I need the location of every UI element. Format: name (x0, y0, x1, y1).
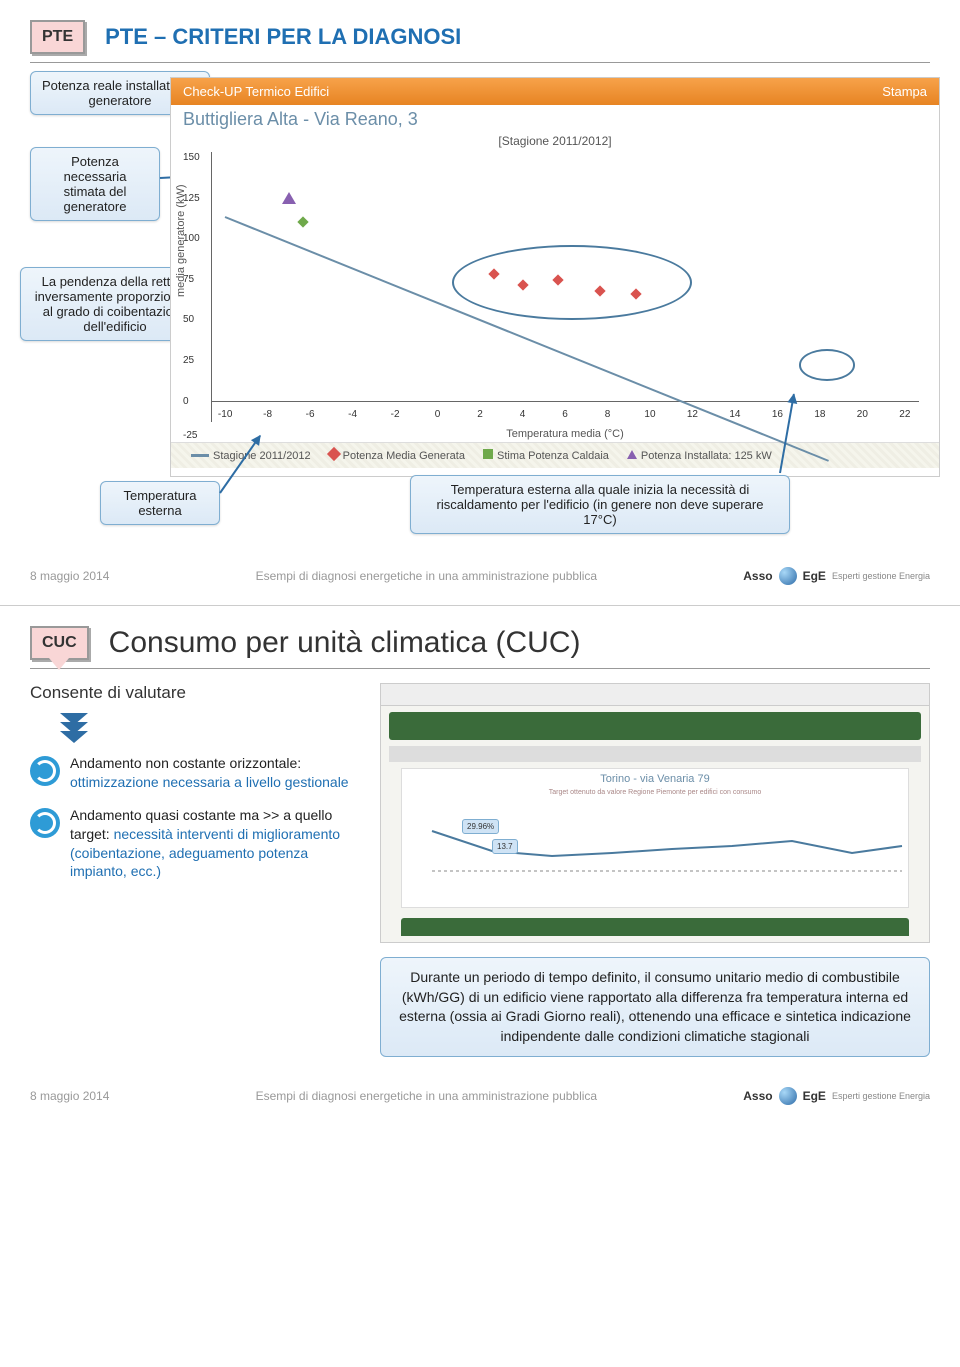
xtick: -8 (263, 409, 272, 420)
footer-logo-sub: Esperti gestione Energia (832, 1091, 930, 1101)
bullet-item: Andamento quasi costante ma >> a quello … (30, 806, 360, 882)
chart-header-bar: Check-UP Termico Edifici Stampa (171, 78, 939, 105)
xtick: 10 (644, 409, 655, 420)
legend-item: Stagione 2011/2012 (213, 450, 311, 462)
title-rule-2 (30, 668, 930, 669)
footer-logo-sub: Esperti gestione Energia (832, 571, 930, 581)
point-estimated (297, 216, 308, 227)
ss-chart-area: Torino - via Venaria 79 Target ottenuto … (401, 768, 909, 908)
footer-date: 8 maggio 2014 (30, 1089, 109, 1103)
chart-header-right: Stampa (882, 84, 927, 99)
legend-item: Stima Potenza Caldaia (497, 450, 609, 462)
oval-highlight (452, 245, 693, 320)
cuc-screenshot: Torino - via Venaria 79 Target ottenuto … (380, 683, 930, 943)
xtick: 6 (562, 409, 568, 420)
chart-frame: Check-UP Termico Edifici Stampa Buttigli… (170, 77, 940, 477)
slide2-header: CUC Consumo per unità climatica (CUC) (30, 626, 930, 660)
bullet-item: Andamento non costante orizzontale: otti… (30, 754, 360, 792)
globe-icon (779, 567, 797, 585)
xtick: -4 (348, 409, 357, 420)
chart-xlabel: Temperatura media (°C) (506, 428, 624, 440)
xtick: 12 (687, 409, 698, 420)
slide1-body: Potenza reale installata del generatore … (30, 77, 930, 537)
chart-legend: Stagione 2011/2012 Potenza Media Generat… (171, 442, 939, 468)
chart-header-title: Check-UP Termico Edifici (183, 84, 329, 99)
ytick: 25 (183, 355, 194, 366)
slide1-header: PTE PTE – CRITERI PER LA DIAGNOSI (30, 20, 930, 54)
globe-icon (779, 1087, 797, 1105)
pte-tag: PTE (30, 20, 85, 54)
ss-balloon: 13.7 (492, 839, 518, 854)
slide2-title: Consumo per unità climatica (CUC) (109, 626, 581, 660)
point-installed (282, 192, 296, 204)
ytick: 125 (183, 193, 200, 204)
ss-chart-title: Torino - via Venaria 79 (402, 769, 908, 789)
ss-balloon: 29.96% (462, 819, 499, 834)
ss-browser-bar (381, 684, 929, 706)
xtick: -2 (391, 409, 400, 420)
xtick: 2 (477, 409, 483, 420)
chart-subhead: Buttigliera Alta - Via Reano, 3 (171, 105, 939, 134)
slide2-right: Torino - via Venaria 79 Target ottenuto … (380, 683, 930, 1057)
footer-2: 8 maggio 2014 Esempi di diagnosi energet… (0, 1077, 960, 1125)
axis-x-mid (211, 401, 919, 402)
footer-center: Esempi di diagnosi energetiche in una am… (109, 1089, 743, 1103)
ytick: -25 (183, 430, 197, 441)
xtick: 8 (605, 409, 611, 420)
cuc-tag: CUC (30, 626, 89, 660)
ytick: 100 (183, 233, 200, 244)
title-rule (30, 62, 930, 63)
bullet-list: Andamento non costante orizzontale: otti… (30, 754, 360, 881)
ytick: 50 (183, 314, 194, 325)
footer-logo: AssoEgE Esperti gestione Energia (743, 567, 930, 585)
slide2-left: Consente di valutare Andamento non costa… (30, 683, 360, 1057)
slide-pte: PTE PTE – CRITERI PER LA DIAGNOSI Potenz… (0, 0, 960, 557)
ss-note-bar (401, 918, 909, 936)
slide2-subhead: Consente di valutare (30, 683, 360, 703)
cuc-description: Durante un periodo di tempo definito, il… (380, 957, 930, 1057)
oval-small (799, 349, 856, 381)
footer-1: 8 maggio 2014 Esempi di diagnosi energet… (0, 557, 960, 605)
chart-location: Buttigliera Alta - Via Reano, 3 (183, 109, 418, 130)
slide1-title: PTE – CRITERI PER LA DIAGNOSI (105, 24, 461, 50)
xtick: 18 (814, 409, 825, 420)
legend-item: Potenza Installata: 125 kW (641, 450, 772, 462)
chart-plot: media generatore (kW) Temperatura media … (211, 152, 919, 442)
ytick: 150 (183, 152, 200, 163)
legend-item: Potenza Media Generata (343, 450, 465, 462)
ss-nav (389, 712, 921, 740)
footer-date: 8 maggio 2014 (30, 569, 109, 583)
footer-logo: AssoEgE Esperti gestione Energia (743, 1087, 930, 1105)
chevrons-icon (60, 713, 360, 743)
xtick: 14 (729, 409, 740, 420)
xtick: 4 (520, 409, 526, 420)
slide-cuc: CUC Consumo per unità climatica (CUC) Co… (0, 606, 960, 1077)
axis-y (211, 152, 212, 422)
callout-potenza-necessaria: Potenza necessaria stimata del generator… (30, 147, 160, 221)
cycle-icon (30, 756, 60, 786)
cycle-icon (30, 808, 60, 838)
xtick: 16 (772, 409, 783, 420)
xtick: -6 (306, 409, 315, 420)
xtick: 0 (435, 409, 441, 420)
xtick: 20 (857, 409, 868, 420)
xtick: -10 (218, 409, 232, 420)
chart-season: [Stagione 2011/2012] (171, 134, 939, 148)
ytick: 0 (183, 396, 189, 407)
slide2-body: Consente di valutare Andamento non costa… (30, 683, 930, 1057)
ytick: 75 (183, 274, 194, 285)
callout-temp-esterna: Temperatura esterna (100, 481, 220, 525)
xtick: 22 (899, 409, 910, 420)
callout-temp-inizio: Temperatura esterna alla quale inizia la… (410, 475, 790, 534)
ss-subnav (389, 746, 921, 762)
footer-center: Esempi di diagnosi energetiche in una am… (109, 569, 743, 583)
slide1-title-wrap: PTE – CRITERI PER LA DIAGNOSI (105, 20, 461, 50)
